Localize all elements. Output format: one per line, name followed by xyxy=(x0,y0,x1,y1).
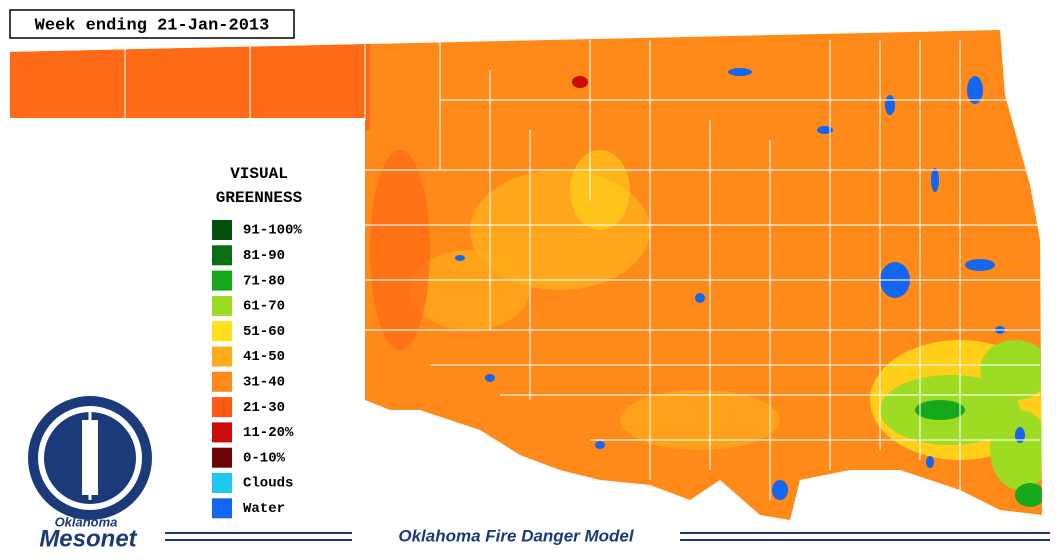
legend-title: VISUAL xyxy=(230,165,288,183)
legend-label: 51-60 xyxy=(243,324,285,340)
legend-swatch xyxy=(212,371,232,392)
legend-label: 91-100% xyxy=(243,223,302,239)
county-lines xyxy=(124,40,1040,500)
logo-line1: Oklahoma xyxy=(55,514,118,529)
legend-label: Clouds xyxy=(243,476,293,492)
legend-label: Water xyxy=(243,501,285,517)
footer-title: Oklahoma Fire Danger Model xyxy=(398,526,634,545)
legend-swatch xyxy=(212,346,232,367)
logo-line2: Mesonet xyxy=(39,525,137,552)
legend-label: 11-20% xyxy=(243,425,294,441)
legend-swatch xyxy=(212,473,232,493)
legend-label: 61-70 xyxy=(243,299,285,315)
legend-swatch xyxy=(212,498,232,519)
title-box xyxy=(9,9,295,39)
legend-title: GREENNESS xyxy=(216,189,303,207)
legend-swatch xyxy=(212,220,232,240)
legend-label: 81-90 xyxy=(243,248,285,264)
legend-label: 21-30 xyxy=(243,400,285,416)
legend: VISUAL GREENNESS 91-100% 81-90 71-80 61-70 51-… xyxy=(212,165,303,519)
legend-label: 71-80 xyxy=(243,273,285,289)
legend-swatch xyxy=(212,245,232,266)
legend-swatch xyxy=(212,321,232,342)
logo: Oklahoma Mesonet xyxy=(28,396,152,552)
legend-swatch xyxy=(212,422,232,443)
legend-swatch xyxy=(212,295,232,316)
legend-swatch xyxy=(212,270,232,291)
legend-label: 41-50 xyxy=(243,349,285,365)
footer-rules xyxy=(165,532,1050,541)
legend-label: 0-10% xyxy=(243,450,286,466)
legend-label: 31-40 xyxy=(243,375,285,391)
legend-swatch xyxy=(212,447,232,468)
map-title: Week ending 21-Jan-2013 xyxy=(35,16,270,35)
legend-swatch xyxy=(212,397,232,418)
